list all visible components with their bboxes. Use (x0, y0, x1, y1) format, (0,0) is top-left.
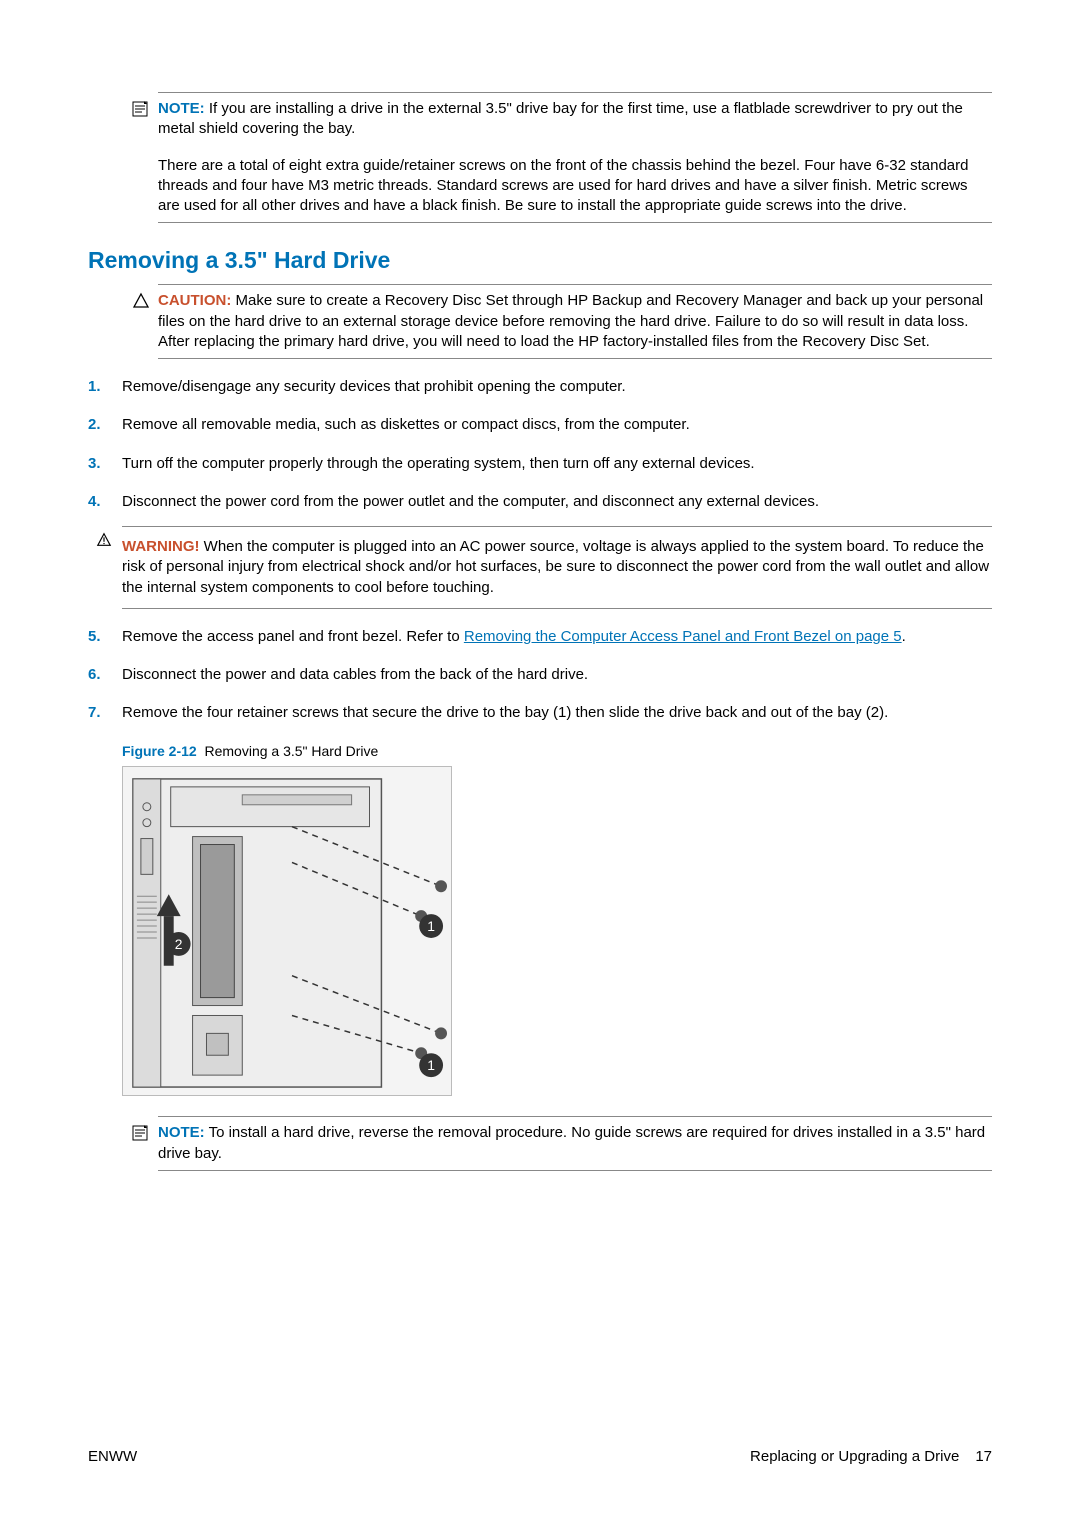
figure-caption: Removing a 3.5" Hard Drive (204, 743, 378, 759)
note1-text1: If you are installing a drive in the ext… (158, 100, 963, 137)
step-text: Turn off the computer properly through t… (122, 455, 755, 472)
caution-para: CAUTION: Make sure to create a Recovery … (158, 291, 992, 352)
note1-para1: NOTE: If you are installing a drive in t… (158, 99, 992, 140)
step-2: 2. Remove all removable media, such as d… (88, 415, 992, 435)
page-footer: ENWW Replacing or Upgrading a Drive17 (88, 1447, 992, 1467)
note1-para2: There are a total of eight extra guide/r… (158, 156, 992, 217)
figure-illustration: 1 1 2 (122, 766, 452, 1096)
note-icon (132, 1124, 150, 1142)
caution-text: Make sure to create a Recovery Disc Set … (158, 292, 983, 350)
warning-label: WARNING! (122, 538, 200, 555)
note-label: NOTE: (158, 1124, 205, 1141)
rule (158, 222, 992, 223)
step-number: 7. (88, 703, 101, 723)
warning-icon (96, 532, 112, 553)
figure-callout-2: 2 (175, 936, 183, 952)
rule (158, 1170, 992, 1171)
warning-para: WARNING! When the computer is plugged in… (122, 537, 992, 598)
step-text-post: . (902, 628, 906, 645)
note-icon (132, 100, 150, 118)
step-4: 4. Disconnect the power cord from the po… (88, 492, 992, 609)
note-label: NOTE: (158, 100, 205, 117)
footer-right: Replacing or Upgrading a Drive17 (750, 1447, 992, 1467)
note-callout-1: NOTE: If you are installing a drive in t… (158, 92, 992, 223)
caution-callout: CAUTION: Make sure to create a Recovery … (158, 284, 992, 359)
step-5: 5. Remove the access panel and front bez… (88, 627, 992, 647)
note2-text: To install a hard drive, reverse the rem… (158, 1124, 985, 1161)
caution-icon (132, 292, 150, 310)
footer-left: ENWW (88, 1447, 137, 1467)
warning-text: When the computer is plugged into an AC … (122, 538, 989, 596)
step-text: Remove the four retainer screws that sec… (122, 704, 888, 721)
section-heading: Removing a 3.5" Hard Drive (88, 245, 992, 276)
step-number: 4. (88, 492, 101, 512)
step-text-pre: Remove the access panel and front bezel.… (122, 628, 464, 645)
cross-reference-link[interactable]: Removing the Computer Access Panel and F… (464, 628, 902, 645)
step-1: 1. Remove/disengage any security devices… (88, 377, 992, 397)
page-content: NOTE: If you are installing a drive in t… (88, 92, 992, 1171)
page-number: 17 (975, 1448, 992, 1465)
step-number: 1. (88, 377, 101, 397)
rule (158, 284, 992, 285)
figure-label: Figure 2-12 Removing a 3.5" Hard Drive (122, 742, 992, 761)
rule (158, 92, 992, 93)
rule (158, 1116, 992, 1117)
step-6: 6. Disconnect the power and data cables … (88, 665, 992, 685)
figure-callout-1: 1 (427, 918, 435, 934)
step-text: Remove/disengage any security devices th… (122, 378, 626, 395)
step-text: Remove all removable media, such as disk… (122, 416, 690, 433)
step-7: 7. Remove the four retainer screws that … (88, 703, 992, 1096)
figure-number: Figure 2-12 (122, 743, 197, 759)
step-number: 5. (88, 627, 101, 647)
step-text: Disconnect the power cord from the power… (122, 493, 819, 510)
note-callout-2: NOTE: To install a hard drive, reverse t… (158, 1116, 992, 1171)
warning-callout: WARNING! When the computer is plugged in… (122, 526, 992, 609)
step-number: 6. (88, 665, 101, 685)
caution-label: CAUTION: (158, 292, 231, 309)
steps-list: 1. Remove/disengage any security devices… (88, 377, 992, 1096)
step-3: 3. Turn off the computer properly throug… (88, 454, 992, 474)
note2-para: NOTE: To install a hard drive, reverse t… (158, 1123, 992, 1164)
step-text: Disconnect the power and data cables fro… (122, 666, 588, 683)
rule (158, 358, 992, 359)
figure-callout-1b: 1 (427, 1058, 435, 1074)
step-number: 2. (88, 415, 101, 435)
step-number: 3. (88, 454, 101, 474)
